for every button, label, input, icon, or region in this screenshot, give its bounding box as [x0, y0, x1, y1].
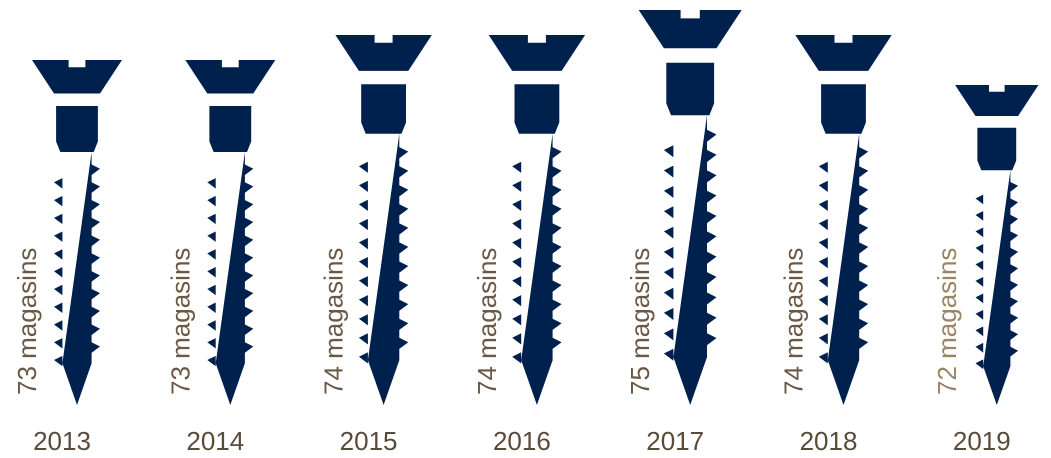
value-label: 75 magasins	[625, 248, 655, 395]
value-label: 73 magasins	[165, 248, 195, 395]
screw	[955, 85, 1038, 405]
screw	[32, 60, 122, 405]
screw	[335, 35, 431, 405]
x-tick-label: 2018	[800, 426, 858, 456]
value-label: 72 magasins	[932, 248, 962, 395]
x-tick-label: 2019	[953, 426, 1011, 456]
value-label: 74 magasins	[319, 248, 349, 395]
screw	[185, 60, 275, 405]
screw	[489, 35, 585, 405]
value-label: 74 magasins	[472, 248, 502, 395]
value-label: 73 magasins	[12, 248, 42, 395]
value-label: 74 magasins	[779, 248, 809, 395]
chart: 73 magasins 2013 73 magasins 2014 74 magasin…	[0, 0, 1051, 458]
x-tick-label: 2016	[493, 426, 551, 456]
x-tick-label: 2017	[646, 426, 704, 456]
x-tick-label: 2015	[340, 426, 398, 456]
screw	[795, 35, 891, 405]
x-tick-label: 2013	[33, 426, 91, 456]
x-tick-label: 2014	[186, 426, 244, 456]
